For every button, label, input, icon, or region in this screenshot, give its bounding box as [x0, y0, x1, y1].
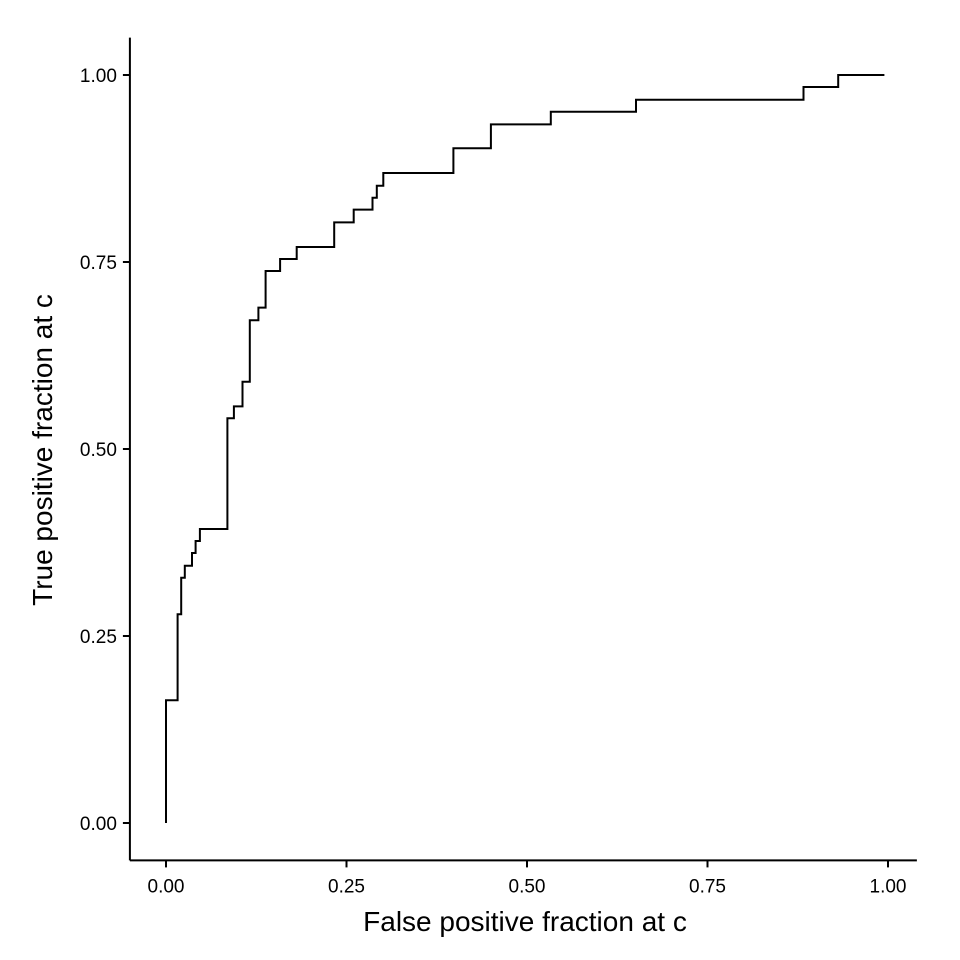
y-tick-label: 0.50 — [80, 440, 117, 461]
x-tick-label: 0.25 — [328, 876, 365, 897]
x-tick-label: 0.75 — [689, 876, 726, 897]
y-tick-label: 0.25 — [80, 627, 117, 648]
x-tick-label: 1.00 — [870, 876, 907, 897]
y-tick-label: 0.75 — [80, 253, 117, 274]
plot-area — [165, 74, 885, 823]
y-tick-label: 0.00 — [80, 814, 117, 835]
y-tick-label: 1.00 — [80, 66, 117, 87]
x-tick-label: 0.00 — [148, 876, 185, 897]
x-axis: 0.00 0.25 0.50 0.75 1.00 — [129, 859, 917, 897]
y-axis: 0.00 0.25 0.50 0.75 1.00 — [80, 37, 131, 861]
x-axis-title: False positive fraction at c — [363, 906, 687, 937]
y-axis-title: True positive fraction at c — [27, 294, 58, 606]
roc-curve-line — [165, 74, 885, 823]
x-tick-label: 0.50 — [509, 876, 546, 897]
